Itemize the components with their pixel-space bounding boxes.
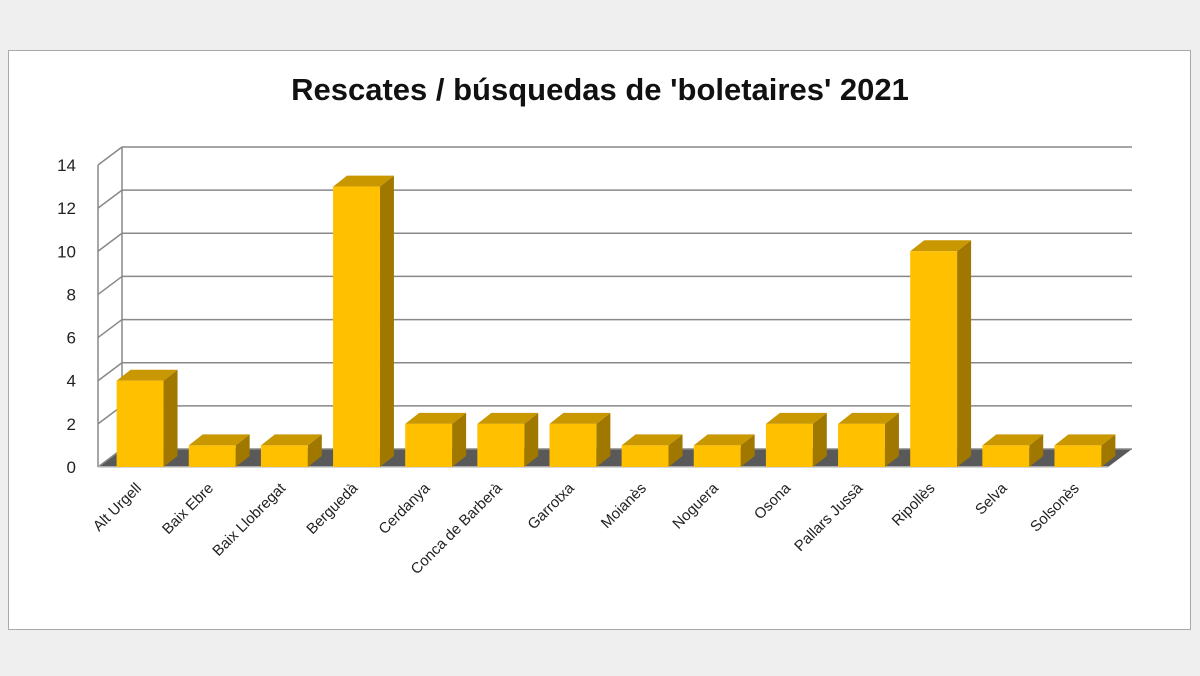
- bar-top: [621, 434, 683, 446]
- y-tick-label: 12: [57, 199, 76, 218]
- bar-side: [163, 369, 178, 467]
- bar-top: [405, 412, 467, 424]
- x-tick-label: Cerdanya: [375, 479, 433, 537]
- y-tick-label: 6: [67, 329, 76, 348]
- bar-side: [235, 434, 250, 467]
- gridline-side: [97, 275, 123, 296]
- bar: [1054, 445, 1102, 467]
- y-tick-label: 0: [67, 458, 76, 477]
- bar-side: [884, 412, 899, 467]
- bar-top: [765, 412, 827, 424]
- x-tick-label: Moianès: [598, 480, 650, 532]
- bar-side: [668, 434, 683, 467]
- bar: [477, 423, 525, 467]
- x-tick-label: Osona: [751, 479, 795, 523]
- bar-side: [812, 412, 827, 467]
- bar-side: [452, 412, 467, 467]
- chart-floor: [98, 449, 1132, 467]
- x-tick-label: Alt Urgell: [90, 480, 145, 535]
- bar-side: [379, 175, 394, 468]
- x-tick-label: Selva: [972, 479, 1011, 518]
- bar: [549, 423, 597, 467]
- bar: [838, 423, 885, 467]
- bar-top: [477, 412, 539, 424]
- bar-side: [740, 434, 755, 467]
- bar-top: [838, 412, 899, 424]
- bar-top: [910, 240, 972, 252]
- bar-side: [1101, 434, 1116, 467]
- bar-top: [549, 412, 611, 424]
- bar-side: [524, 412, 539, 467]
- chart-title: Rescates / búsquedas de 'boletaires' 202…: [291, 72, 909, 107]
- y-tick-label: 2: [67, 415, 76, 434]
- bar: [621, 445, 669, 467]
- gridline-side: [97, 146, 123, 166]
- bar: [260, 445, 308, 467]
- bar-side: [957, 240, 972, 467]
- y-tick-label: 4: [67, 372, 76, 391]
- x-tick-label: Baix Llobregat: [209, 479, 289, 559]
- bar-top: [116, 369, 178, 381]
- x-tick-label: Baix Ebre: [159, 480, 217, 538]
- bar: [116, 380, 164, 467]
- bar: [982, 445, 1030, 467]
- gridline-side: [97, 189, 123, 209]
- bar: [405, 423, 453, 467]
- x-tick-label: Garrotxa: [524, 479, 578, 533]
- y-tick-label: 14: [57, 156, 76, 175]
- x-tick-label: Berguedà: [303, 479, 361, 537]
- bar-top: [333, 175, 394, 187]
- bar: [333, 186, 380, 468]
- bar-top: [188, 434, 250, 446]
- x-tick-label: Ripollès: [889, 480, 939, 530]
- bar-top: [693, 434, 755, 446]
- bar-side: [307, 434, 322, 467]
- x-tick-label: Noguera: [669, 479, 722, 532]
- y-tick-label: 8: [67, 285, 76, 304]
- bar: [910, 251, 958, 467]
- bar: [188, 445, 236, 467]
- bar-top: [1054, 434, 1116, 446]
- bar-top: [982, 434, 1044, 446]
- bar-top: [260, 434, 322, 446]
- y-tick-label: 10: [57, 242, 76, 261]
- gridline-side: [97, 232, 123, 252]
- bar: [693, 445, 741, 467]
- x-tick-label: Solsonès: [1027, 480, 1083, 536]
- bar-side: [1029, 434, 1044, 467]
- bar-side: [596, 412, 611, 467]
- gridline-side: [97, 362, 123, 382]
- gridline-side: [97, 318, 123, 339]
- bar: [765, 423, 813, 467]
- x-tick-label: Pallars Jussà: [791, 479, 867, 555]
